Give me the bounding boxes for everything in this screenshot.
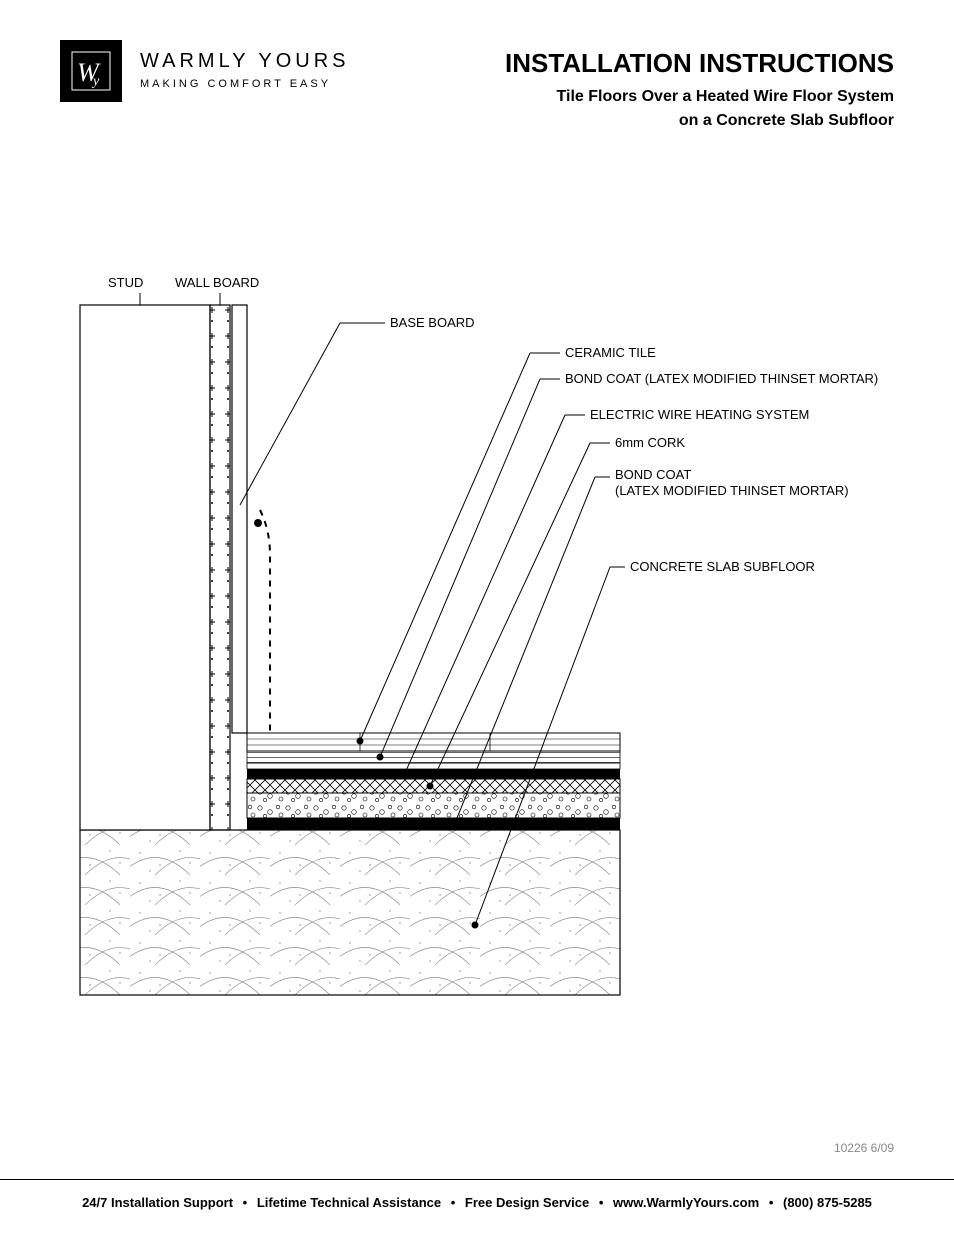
footer-item: Free Design Service (465, 1195, 589, 1210)
installation-diagram: STUD WALL BOARD BASE BOARD CERAMIC TILE … (60, 275, 894, 1005)
footer-item: (800) 875-5285 (783, 1195, 872, 1210)
page-subtitle-1: Tile Floors Over a Heated Wire Floor Sys… (557, 88, 894, 106)
footer-item: Lifetime Technical Assistance (257, 1195, 441, 1210)
bullet-icon: • (243, 1195, 248, 1210)
label-bond-coat-top: BOND COAT (LATEX MODIFIED THINSET MORTAR… (565, 371, 878, 386)
label-heating-system: ELECTRIC WIRE HEATING SYSTEM (590, 407, 809, 422)
label-stud: STUD (108, 275, 143, 290)
label-bond-coat-bottom-b: (LATEX MODIFIED THINSET MORTAR) (615, 483, 849, 498)
page-title: INSTALLATION INSTRUCTIONS (505, 48, 894, 79)
label-baseboard: BASE BOARD (390, 315, 475, 330)
label-cork: 6mm CORK (615, 435, 685, 450)
bullet-icon: • (599, 1195, 604, 1210)
label-bond-coat-bottom-a: BOND COAT (615, 467, 691, 482)
brand-tagline: MAKING COMFORT EASY (140, 78, 331, 90)
svg-text:y: y (91, 74, 100, 89)
footer: 24/7 Installation Support • Lifetime Tec… (0, 1195, 954, 1210)
bullet-icon: • (769, 1195, 774, 1210)
label-concrete: CONCRETE SLAB SUBFLOOR (630, 559, 815, 574)
label-ceramic-tile: CERAMIC TILE (565, 345, 656, 360)
label-wallboard: WALL BOARD (175, 275, 259, 290)
document-number: 10226 6/09 (834, 1141, 894, 1155)
bullet-icon: • (451, 1195, 456, 1210)
footer-divider (0, 1179, 954, 1180)
page-subtitle-2: on a Concrete Slab Subfloor (679, 112, 894, 130)
brand-name: WARMLY YOURS (140, 50, 350, 73)
footer-item: 24/7 Installation Support (82, 1195, 233, 1210)
footer-item: www.WarmlyYours.com (613, 1195, 759, 1210)
page: W y WARMLY YOURS MAKING COMFORT EASY INS… (0, 0, 954, 1235)
brand-logo: W y (60, 40, 122, 102)
